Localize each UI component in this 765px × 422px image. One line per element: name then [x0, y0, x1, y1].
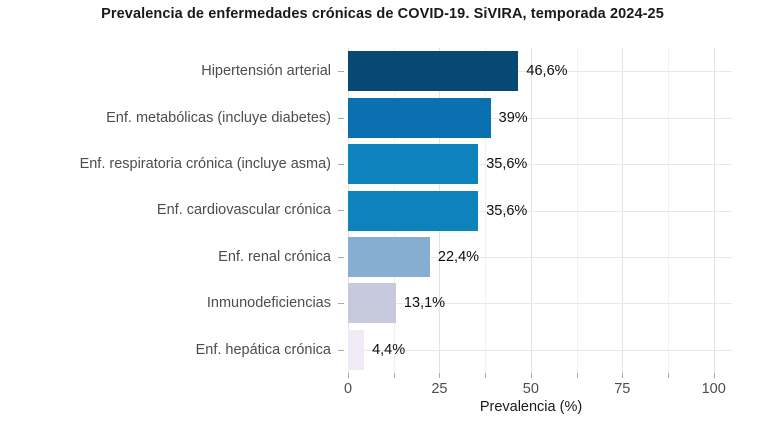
y-axis-tick-mark	[338, 164, 344, 166]
horizontal-gridline	[348, 303, 732, 305]
y-axis-category-labels: Hipertensión arterial Enf. metabólicas (i…	[0, 48, 348, 373]
category-row: Enf. cardiovascular crónica	[0, 187, 348, 233]
category-row: Enf. renal crónica	[0, 234, 348, 280]
y-axis-tick-mark	[338, 303, 344, 305]
category-label: Enf. renal crónica	[218, 248, 331, 265]
horizontal-gridline	[348, 256, 732, 258]
bar-value-label: 13,1%	[403, 295, 446, 312]
x-axis-tick-mark	[485, 373, 487, 378]
category-row: Enf. hepática crónica	[0, 327, 348, 373]
bar-value-label: 4,4%	[372, 341, 406, 358]
y-axis-tick-mark	[338, 117, 344, 119]
x-axis-tick-mark	[393, 373, 395, 378]
category-label: Enf. cardiovascular crónica	[156, 202, 331, 219]
category-row: Inmunodeficiencias	[0, 280, 348, 326]
chart-title: Prevalencia de enfermedades crónicas de …	[101, 6, 664, 22]
x-axis-tick-marks	[348, 373, 732, 379]
bar-1	[348, 51, 519, 92]
horizontal-gridline	[348, 71, 732, 73]
bar-value-label: 39%	[498, 109, 528, 126]
horizontal-gridline	[348, 164, 732, 166]
plot-panel: 46,6% 39% 35,6% 35,6% 22,4% 13,1% 4,4%	[348, 48, 732, 373]
bar-value-label: 35,6%	[486, 156, 528, 173]
x-axis-tick-labels: 0 25 50 75 100	[344, 381, 732, 398]
x-axis-tick-mark	[713, 373, 715, 378]
x-axis-tick-mark	[576, 373, 578, 378]
x-axis-tick-mark	[348, 373, 349, 378]
x-axis-tick-mark	[668, 373, 669, 378]
x-axis-tick-label: 25	[431, 381, 448, 397]
category-label: Enf. respiratoria crónica (incluye asma)	[79, 156, 331, 173]
category-label: Enf. hepática crónica	[195, 341, 331, 358]
category-label: Enf. metabólicas (incluye diabetes)	[106, 109, 331, 126]
bar-6	[348, 283, 396, 324]
y-axis-tick-mark	[338, 349, 344, 351]
x-axis-title: Prevalencia (%)	[479, 399, 583, 415]
x-axis-tick-label: 50	[522, 381, 539, 397]
bar-value-label: 35,6%	[486, 202, 528, 219]
horizontal-gridline	[348, 210, 732, 212]
x-axis-tick-label: 100	[701, 381, 726, 397]
category-row: Hipertensión arterial	[0, 48, 348, 94]
x-axis-tick-mark	[439, 373, 441, 378]
x-axis-tick-label: 0	[343, 381, 353, 397]
bar-2	[348, 97, 491, 138]
bar-4	[348, 190, 479, 231]
bar-value-label: 46,6%	[526, 63, 568, 80]
horizontal-gridline	[348, 117, 732, 119]
x-axis-tick-mark	[530, 373, 532, 378]
category-row: Enf. respiratoria crónica (incluye asma)	[0, 141, 348, 187]
bar-7	[348, 329, 365, 370]
x-axis-tick-mark	[622, 373, 624, 378]
bar-5	[348, 236, 430, 277]
category-label: Hipertensión arterial	[201, 63, 331, 80]
horizontal-gridline	[348, 349, 732, 351]
bar-value-label: 22,4%	[437, 248, 480, 265]
category-label: Inmunodeficiencias	[206, 295, 331, 312]
y-axis-tick-mark	[338, 256, 344, 258]
y-axis-tick-mark	[338, 71, 344, 73]
x-axis-tick-label: 75	[614, 381, 631, 397]
category-row: Enf. metabólicas (incluye diabetes)	[0, 94, 348, 140]
y-axis-tick-mark	[338, 210, 344, 212]
bar-3	[348, 144, 479, 185]
